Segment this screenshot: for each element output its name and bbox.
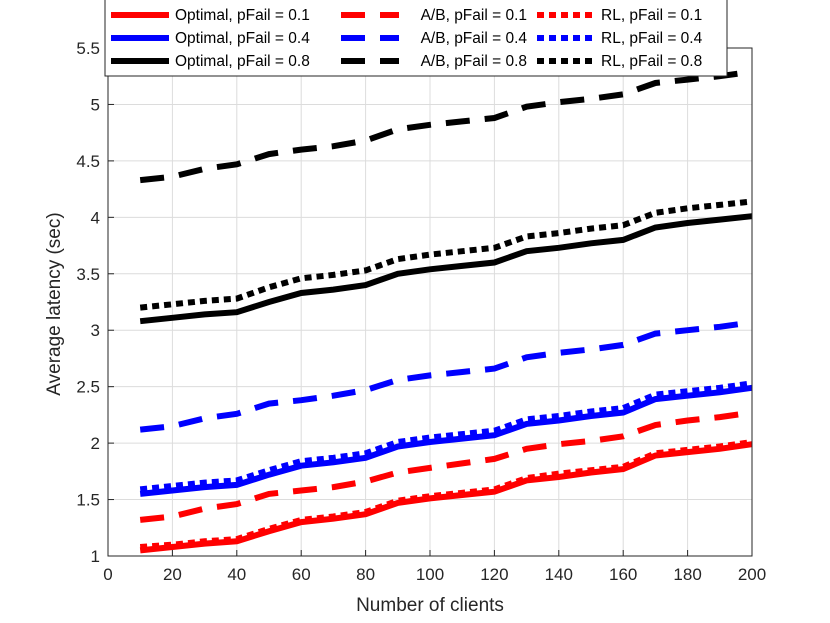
legend-label-1: Optimal, pFail = 0.4 — [175, 30, 310, 47]
x-tick-label: 20 — [163, 565, 182, 584]
x-tick-label: 180 — [673, 565, 701, 584]
y-tick-label: 3 — [91, 321, 100, 340]
legend-label-4: A/B, pFail = 0.4 — [421, 30, 528, 47]
legend-label-7: RL, pFail = 0.4 — [601, 30, 703, 47]
series-line-3 — [139, 409, 753, 523]
y-tick-label: 5 — [91, 95, 100, 114]
y-tick-label: 1.5 — [76, 491, 100, 510]
series-line-6 — [139, 439, 753, 550]
y-tick-label: 1 — [91, 547, 100, 566]
series-lines — [139, 68, 753, 554]
x-tick-label: 0 — [103, 565, 112, 584]
legend-box — [104, 0, 728, 77]
y-tick-label: 4 — [91, 208, 100, 227]
legend-label-5: A/B, pFail = 0.8 — [421, 53, 527, 70]
y-tick-label: 2 — [91, 434, 100, 453]
x-tick-label: 40 — [227, 565, 246, 584]
legend-label-2: Optimal, pFail = 0.8 — [175, 53, 310, 70]
series-line-4 — [139, 319, 753, 433]
series-line-7 — [139, 380, 753, 493]
y-tick-label: 3.5 — [76, 265, 100, 284]
x-axis-label: Number of clients — [356, 595, 504, 616]
y-tick-label: 4.5 — [76, 152, 100, 171]
legend: Optimal, pFail = 0.1 Optimal, pFail = 0.4… — [104, 0, 728, 77]
x-tick-label: 60 — [292, 565, 311, 584]
y-axis-label: Average latency (sec) — [44, 212, 65, 395]
legend-label-8: RL, pFail = 0.8 — [601, 53, 702, 70]
legend-label-3: A/B, pFail = 0.1 — [421, 7, 527, 24]
legend-label-6: RL, pFail = 0.1 — [601, 7, 702, 24]
legend-label-0: Optimal, pFail = 0.1 — [175, 7, 310, 24]
y-tick-label: 5.5 — [76, 39, 100, 58]
series-line-5 — [139, 68, 753, 184]
series-line-2 — [139, 213, 753, 325]
x-tick-label: 140 — [545, 565, 573, 584]
series-line-1 — [139, 384, 753, 497]
x-tick-label: 80 — [356, 565, 375, 584]
y-axis-ticks: 1 1.5 2 2.5 3 3.5 4 4.5 5 5.5 — [76, 39, 114, 566]
x-tick-label: 200 — [738, 565, 766, 584]
x-tick-label: 100 — [416, 565, 444, 584]
y-tick-label: 2.5 — [76, 378, 100, 397]
x-tick-label: 160 — [609, 565, 637, 584]
series-line-8 — [139, 198, 753, 311]
x-axis-ticks: 0 20 40 60 80 100 120 140 160 180 200 — [103, 550, 766, 584]
x-tick-label: 120 — [480, 565, 508, 584]
